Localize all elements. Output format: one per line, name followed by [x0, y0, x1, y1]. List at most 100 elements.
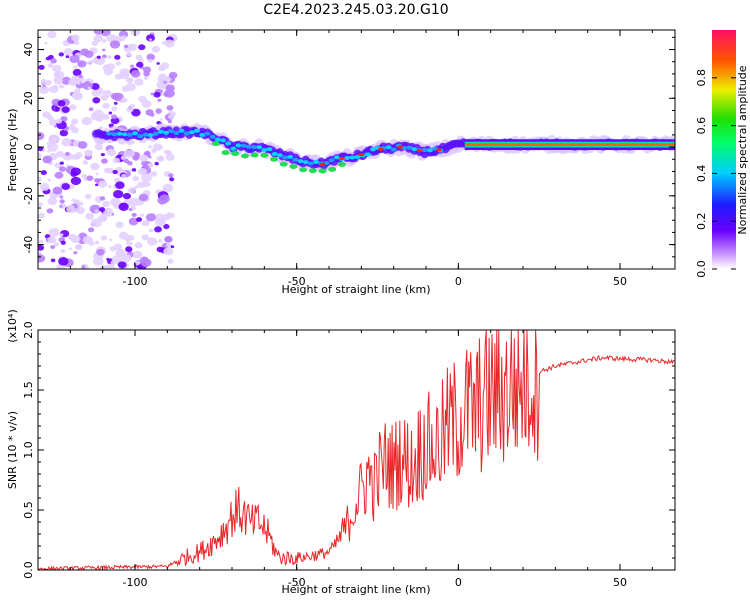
- ridge-core: [157, 129, 164, 134]
- noise-blob: [58, 52, 64, 57]
- ridge-core: [292, 157, 299, 162]
- spectrogram-ytick-label: -20: [22, 187, 35, 205]
- noise-blob: [75, 152, 83, 159]
- noise-blob: [82, 235, 93, 244]
- noise-blob: [95, 183, 99, 187]
- ridge-core: [173, 130, 180, 135]
- noise-blob: [38, 202, 44, 207]
- noise-blob: [166, 242, 172, 247]
- noise-blob: [148, 145, 152, 149]
- noise-blob: [116, 168, 120, 171]
- noise-blob: [162, 183, 174, 193]
- noise-blob: [41, 78, 46, 82]
- noise-blob: [88, 107, 94, 112]
- noise-blob: [58, 257, 69, 266]
- ridge-core: [354, 154, 361, 159]
- colorbar: 0.0 0.2 0.4 0.6 0.8 Normalized spectral ampl…: [695, 30, 749, 278]
- noise-blob: [109, 238, 113, 242]
- ridge-core-green: [328, 166, 337, 172]
- ridge-core: [240, 143, 247, 148]
- ridge-core-green: [221, 150, 230, 156]
- ridge-core: [421, 148, 428, 153]
- snr-ylabel: SNR (10 * v/v): [6, 411, 19, 489]
- noise-blob: [128, 169, 132, 172]
- figure-title: C2E4.2023.245.03.20.G10: [263, 2, 448, 18]
- noise-blob: [68, 247, 73, 251]
- ridge-core: [147, 133, 154, 138]
- noise-blob: [167, 258, 174, 264]
- noise-blob: [55, 118, 62, 124]
- noise-blob: [59, 129, 69, 137]
- snr-multiplier: (x10⁴): [6, 309, 19, 343]
- noise-blob: [132, 175, 140, 182]
- spectrogram-xtick-label: -100: [123, 275, 148, 288]
- snr-xtick-label: 50: [613, 576, 627, 589]
- noise-blob: [134, 185, 139, 189]
- ridge-core: [313, 159, 320, 164]
- ridge-peak: [358, 153, 365, 157]
- noise-blob: [58, 84, 65, 89]
- noise-blob: [112, 92, 124, 102]
- noise-blob: [151, 45, 161, 53]
- ridge-core: [426, 148, 433, 153]
- snr-frame: [37, 329, 676, 571]
- noise-blob: [40, 170, 47, 176]
- noise-blob: [115, 221, 124, 228]
- noise-blob: [115, 181, 125, 190]
- noise-blob: [102, 89, 112, 98]
- noise-blob: [146, 237, 158, 246]
- noise-blob: [131, 168, 137, 172]
- spectrogram-axes: -100 -50 0 50 -40 -20 0 20 40: [22, 30, 675, 288]
- ridge-core: [152, 131, 159, 136]
- spectrogram-xtick-label: 0: [455, 275, 462, 288]
- noise-blob: [71, 34, 80, 42]
- noise-blob: [47, 236, 57, 244]
- snr-ytick-label: 1.5: [22, 381, 35, 399]
- ridge-core: [132, 131, 139, 136]
- noise-blob: [152, 143, 163, 151]
- noise-blob: [155, 190, 160, 194]
- noise-blob: [52, 85, 59, 90]
- noise-blob: [121, 173, 127, 178]
- noise-blob: [118, 202, 129, 211]
- noise-blob: [94, 56, 106, 66]
- noise-blob: [145, 109, 154, 116]
- noise-blob: [143, 66, 152, 73]
- noise-blob: [158, 239, 163, 243]
- ridge-core: [282, 155, 289, 160]
- ridge-core: [204, 131, 211, 136]
- noise-blob: [52, 64, 62, 72]
- noise-blob: [59, 233, 64, 237]
- noise-blob: [145, 213, 157, 222]
- noise-blob: [128, 139, 135, 145]
- noise-blob: [150, 171, 158, 177]
- noise-blob: [136, 217, 143, 222]
- noise-blob: [168, 173, 174, 178]
- colorbar-tick-label: 0.2: [695, 212, 708, 230]
- ridge-core-green: [260, 152, 269, 158]
- ridge-core: [183, 131, 190, 136]
- noise-blob: [147, 182, 152, 186]
- noise-blob: [101, 39, 107, 43]
- noise-blob: [48, 118, 58, 126]
- noise-blob: [81, 116, 93, 126]
- noise-blob: [70, 235, 81, 244]
- noise-blob: [72, 68, 82, 76]
- noise-blob: [50, 258, 56, 263]
- noise-blob: [81, 173, 88, 179]
- ridge-core: [307, 161, 314, 166]
- noise-blob: [73, 251, 78, 255]
- ridge-core: [137, 134, 144, 139]
- noise-blob: [123, 44, 129, 49]
- noise-blob: [143, 75, 149, 80]
- ridge-core-green: [337, 161, 346, 167]
- noise-blob: [154, 226, 162, 233]
- noise-blob: [132, 155, 140, 161]
- ridge-peak: [416, 149, 423, 153]
- ridge-core: [302, 160, 309, 165]
- noise-blob: [114, 42, 118, 45]
- noise-blob: [110, 260, 116, 265]
- noise-blob: [128, 217, 139, 226]
- noise-blob: [38, 244, 45, 251]
- noise-blob: [89, 204, 101, 214]
